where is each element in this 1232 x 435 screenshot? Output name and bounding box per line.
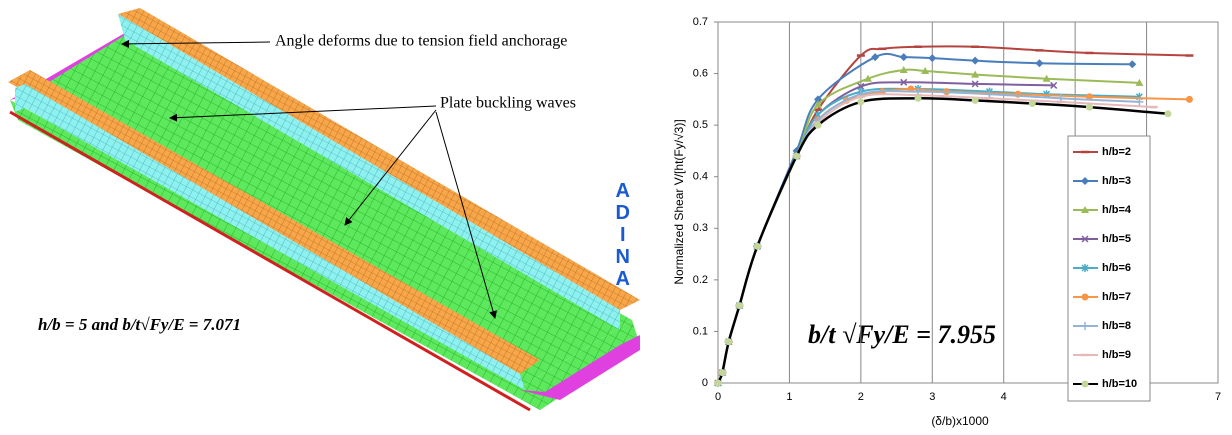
marker (915, 95, 922, 102)
legend-label: h/b=9 (1102, 349, 1131, 361)
annotation: Plate buckling waves (440, 95, 576, 112)
y-axis-label: Normalized Shear V/[ht(Fy/√3)] (672, 119, 686, 284)
y-tick-label: 0.3 (693, 222, 708, 234)
chart-annotation: b/t √Fy/E = 7.955 (808, 320, 996, 349)
marker (1086, 104, 1093, 111)
legend-label: h/b=8 (1102, 320, 1131, 332)
y-tick-label: 0.7 (693, 16, 708, 28)
x-tick-label: 3 (929, 391, 935, 403)
marker (725, 338, 732, 345)
y-tick-label: 0.4 (693, 171, 708, 183)
legend-marker (1082, 381, 1089, 388)
marker (972, 97, 979, 104)
marker (871, 53, 879, 61)
equation: h/b = 5 and b/t√Fy/E = 7.071 (38, 315, 241, 334)
fe-model (8, 8, 640, 410)
marker (900, 53, 908, 61)
marker (857, 98, 864, 105)
annotation: Angle deforms due to tension field ancho… (275, 33, 567, 50)
legend-label: h/b=10 (1102, 378, 1137, 390)
marker (1029, 100, 1036, 107)
marker (754, 243, 761, 250)
y-tick-label: 0 (702, 377, 708, 389)
x-axis-label: (δ/b)x1000 (931, 414, 989, 428)
legend-label: h/b=5 (1102, 233, 1131, 245)
legend-label: h/b=2 (1102, 146, 1131, 158)
y-tick-label: 0.1 (693, 325, 708, 337)
marker (793, 153, 800, 160)
marker (715, 380, 722, 387)
legend-label: h/b=3 (1102, 175, 1131, 187)
marker (1186, 96, 1193, 103)
legend-label: h/b=7 (1102, 291, 1131, 303)
x-tick-label: 0 (715, 391, 721, 403)
legend-label: h/b=4 (1102, 204, 1132, 216)
x-tick-label: 7 (1215, 391, 1221, 403)
y-tick-label: 0.6 (693, 67, 708, 79)
stiffener (15, 84, 25, 112)
marker (928, 54, 936, 62)
logo: ADINA (612, 180, 634, 290)
marker (971, 57, 979, 65)
legend-marker (1082, 294, 1089, 301)
figure: Angle deforms due to tension field ancho… (0, 0, 1232, 430)
marker (815, 122, 822, 129)
marker (736, 302, 743, 309)
marker (1165, 110, 1172, 117)
marker (719, 369, 726, 376)
x-tick-label: 4 (1001, 391, 1007, 403)
x-tick-label: 2 (858, 391, 864, 403)
marker (1128, 60, 1136, 68)
y-tick-label: 0.5 (693, 119, 708, 131)
marker (1035, 59, 1043, 67)
x-tick-label: 1 (786, 391, 792, 403)
legend-label: h/b=6 (1102, 262, 1131, 274)
y-tick-label: 0.2 (693, 274, 708, 286)
